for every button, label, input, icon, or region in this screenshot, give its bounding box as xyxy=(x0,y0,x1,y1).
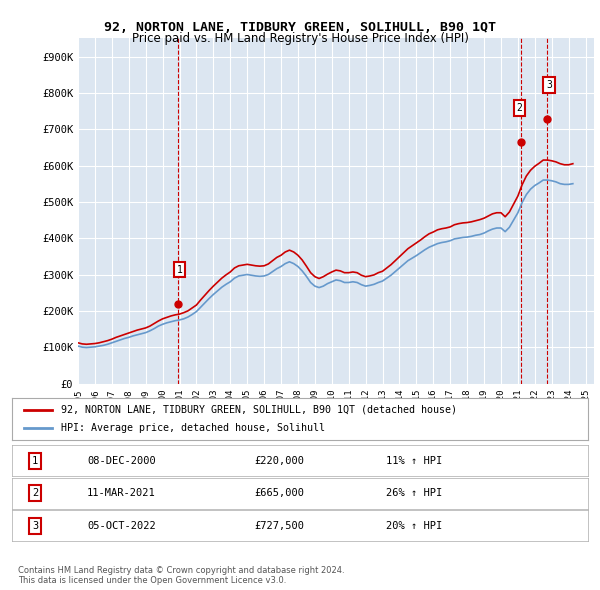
Text: 11% ↑ HPI: 11% ↑ HPI xyxy=(386,456,443,466)
Text: 05-OCT-2022: 05-OCT-2022 xyxy=(87,521,155,530)
Text: 08-DEC-2000: 08-DEC-2000 xyxy=(87,456,155,466)
Text: £665,000: £665,000 xyxy=(254,489,304,498)
Text: This data is licensed under the Open Government Licence v3.0.: This data is licensed under the Open Gov… xyxy=(18,576,286,585)
Text: £220,000: £220,000 xyxy=(254,456,304,466)
Text: £727,500: £727,500 xyxy=(254,521,304,530)
Text: 26% ↑ HPI: 26% ↑ HPI xyxy=(386,489,443,498)
Text: 11-MAR-2021: 11-MAR-2021 xyxy=(87,489,155,498)
Text: HPI: Average price, detached house, Solihull: HPI: Average price, detached house, Soli… xyxy=(61,423,325,433)
Text: 1: 1 xyxy=(176,264,182,274)
Text: 1: 1 xyxy=(32,456,38,466)
Text: 3: 3 xyxy=(32,521,38,530)
Text: 92, NORTON LANE, TIDBURY GREEN, SOLIHULL, B90 1QT: 92, NORTON LANE, TIDBURY GREEN, SOLIHULL… xyxy=(104,21,496,34)
Text: 3: 3 xyxy=(546,80,552,90)
Text: 2: 2 xyxy=(32,489,38,498)
Text: 2: 2 xyxy=(517,103,523,113)
Text: 20% ↑ HPI: 20% ↑ HPI xyxy=(386,521,443,530)
Text: Price paid vs. HM Land Registry's House Price Index (HPI): Price paid vs. HM Land Registry's House … xyxy=(131,32,469,45)
Text: 92, NORTON LANE, TIDBURY GREEN, SOLIHULL, B90 1QT (detached house): 92, NORTON LANE, TIDBURY GREEN, SOLIHULL… xyxy=(61,405,457,415)
Text: Contains HM Land Registry data © Crown copyright and database right 2024.: Contains HM Land Registry data © Crown c… xyxy=(18,566,344,575)
